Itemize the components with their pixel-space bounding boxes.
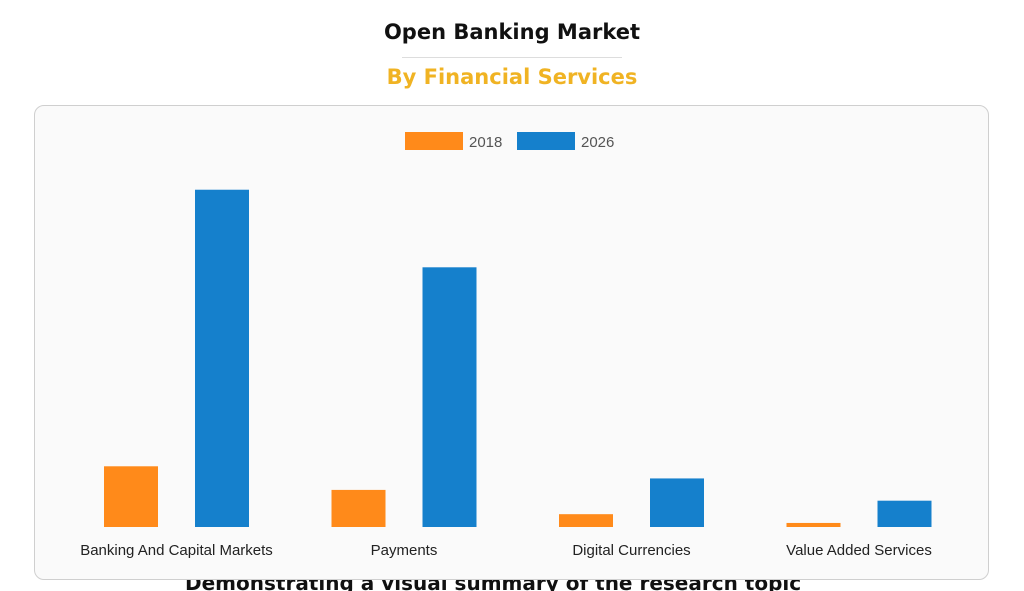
x-tick-label: Digital Currencies [572,542,690,559]
x-tick-label: Payments [371,542,438,559]
bar-2018-1 [331,489,386,527]
chart-panel: 2018 2026 Banking And Capital Markets Payme… [34,105,989,580]
footer-caption-text: Demonstrating a visual summary of the re… [185,580,885,591]
x-tick-label: Banking And Capital Markets [80,542,273,559]
bar-2026-2 [650,478,704,527]
bar-2026-0 [195,189,249,527]
legend-swatch-2026 [517,132,575,150]
bar-2026-3 [877,500,932,527]
legend-label-2026: 2026 [581,134,614,151]
bar-2026-1 [422,267,477,527]
footer-caption: Demonstrating a visual summary of the re… [185,580,885,591]
bar-chart: 2018 2026 Banking And Capital Markets Payme… [80,132,932,559]
chart-title: Open Banking Market [383,20,641,44]
bar-2018-2 [559,514,613,527]
legend-label-2018: 2018 [469,134,502,151]
x-tick-label: Value Added Services [786,542,932,559]
bar-2018-0 [104,466,158,527]
chart-subtitle: By Financial Services [386,65,638,89]
legend-swatch-2018 [405,132,463,150]
title-divider [402,57,622,58]
bar-2018-3 [786,522,841,527]
